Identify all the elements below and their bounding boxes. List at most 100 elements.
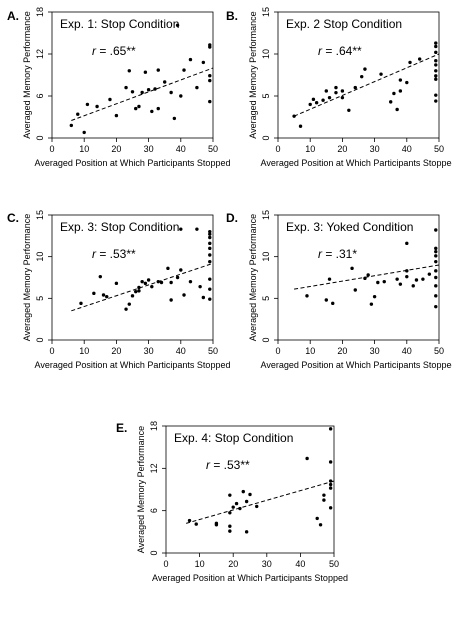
panel-e: E. Exp. 4: Stop Condition r = .53** Aver… — [116, 421, 348, 583]
y-tick-label: 0 — [261, 337, 271, 342]
data-point — [101, 293, 106, 297]
data-point — [201, 295, 206, 300]
x-tick-label: 20 — [111, 346, 121, 356]
data-point — [327, 277, 332, 281]
data-point — [328, 482, 333, 487]
data-point — [382, 279, 386, 284]
x-tick-label: 10 — [305, 144, 315, 154]
data-point — [153, 87, 157, 91]
trend-line — [71, 67, 214, 121]
y-tick-label: 15 — [261, 210, 271, 220]
data-point — [340, 89, 345, 93]
data-point — [169, 90, 173, 95]
data-point — [98, 274, 103, 279]
data-point — [405, 241, 409, 246]
r-symbol: r — [92, 44, 97, 58]
data-point — [350, 266, 354, 271]
data-point — [411, 284, 415, 288]
correlation-label: r = .65** — [92, 44, 136, 58]
correlation-label: r = .53** — [92, 247, 136, 261]
data-point — [130, 294, 135, 298]
data-point — [314, 101, 319, 105]
data-point — [166, 266, 170, 271]
r-value: = .65** — [96, 44, 136, 58]
data-point — [76, 112, 80, 116]
y-axis-label: Averaged Memory Performance — [22, 11, 32, 138]
data-point — [208, 229, 212, 234]
data-point — [305, 294, 309, 298]
x-tick-label: 40 — [176, 346, 186, 356]
x-tick-label: 10 — [79, 346, 89, 356]
correlation-label: r = .64** — [318, 44, 362, 58]
data-point — [208, 241, 212, 246]
y-tick-label: 18 — [35, 7, 45, 17]
r-value: = .31* — [322, 247, 357, 261]
data-point — [405, 274, 409, 279]
y-tick-label: 10 — [261, 252, 271, 262]
data-point — [353, 85, 357, 90]
x-tick-label: 30 — [144, 346, 154, 356]
plot-frame — [51, 11, 214, 139]
data-point — [434, 99, 438, 103]
data-point — [163, 80, 167, 84]
data-point — [328, 427, 333, 431]
chart-title: Exp. 4: Stop Condition — [174, 431, 293, 445]
data-point — [140, 279, 144, 284]
panel-label: C. — [7, 211, 19, 225]
x-tick-label: 0 — [49, 144, 54, 154]
data-point — [187, 518, 192, 523]
x-tick-label: 40 — [402, 144, 412, 154]
data-point — [127, 302, 131, 306]
data-point — [327, 95, 332, 100]
data-point — [434, 41, 438, 45]
y-tick-label: 0 — [149, 550, 159, 555]
data-point — [156, 106, 160, 111]
data-point — [434, 50, 438, 55]
data-point — [208, 259, 212, 264]
data-point — [331, 301, 335, 306]
data-point — [244, 530, 249, 534]
x-axis-label: Averaged Position at Which Participants … — [35, 158, 231, 168]
data-point — [137, 104, 141, 109]
y-axis-label: Averaged Memory Performance — [22, 214, 32, 341]
y-tick-label: 0 — [261, 135, 271, 140]
trend-line — [71, 262, 214, 312]
chart-title: Exp. 2 Stop Condition — [286, 17, 402, 31]
data-point — [434, 254, 438, 258]
data-point — [328, 506, 333, 510]
y-tick-label: 18 — [149, 421, 159, 431]
data-point — [434, 275, 438, 280]
r-symbol: r — [92, 247, 97, 261]
data-point — [208, 99, 212, 104]
x-tick-label: 0 — [275, 346, 280, 356]
data-point — [82, 130, 86, 135]
x-tick-label: 50 — [434, 346, 444, 356]
data-point — [140, 90, 144, 95]
data-point — [195, 85, 199, 90]
correlation-label: r = .31* — [318, 247, 357, 261]
data-point — [150, 109, 154, 114]
x-tick-label: 0 — [163, 559, 168, 569]
plot-frame — [165, 425, 335, 554]
data-point — [172, 116, 177, 121]
x-tick-label: 10 — [305, 346, 315, 356]
data-point — [248, 492, 252, 497]
chart-title: Exp. 1: Stop Condition — [60, 17, 179, 31]
data-point — [322, 498, 326, 502]
data-point — [208, 253, 212, 257]
data-point — [228, 529, 232, 533]
data-point — [208, 74, 212, 78]
data-point — [175, 23, 180, 27]
data-point — [315, 516, 319, 521]
data-point — [363, 276, 367, 281]
data-point — [328, 486, 333, 490]
data-point — [146, 88, 151, 92]
data-point — [311, 97, 316, 102]
data-point — [188, 279, 193, 284]
data-point — [79, 301, 83, 306]
panel-label: B. — [226, 9, 238, 23]
plot-frame — [51, 214, 214, 341]
data-point — [434, 69, 438, 73]
data-point — [208, 277, 212, 281]
data-point — [179, 268, 183, 272]
